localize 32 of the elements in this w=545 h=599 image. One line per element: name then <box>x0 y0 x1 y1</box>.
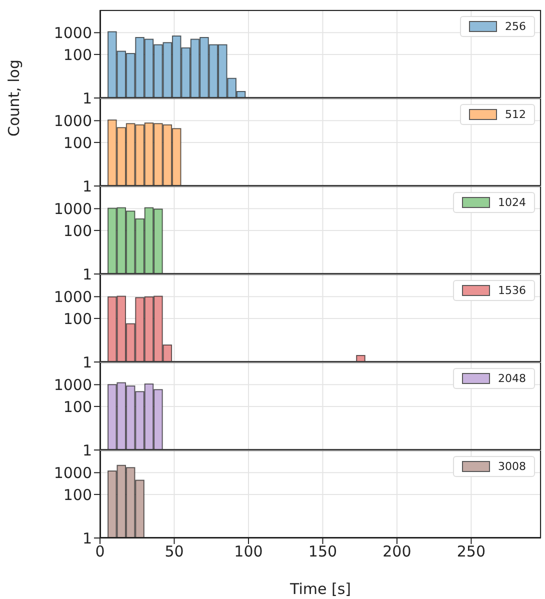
y-tick-label: 1000 <box>54 200 92 218</box>
y-tick-label: 1 <box>82 89 92 108</box>
y-axis-title: Count, log <box>5 60 23 136</box>
x-tick-label: 50 <box>164 542 184 561</box>
y-tick-label: 1 <box>82 441 92 460</box>
y-tick-label: 1000 <box>54 112 92 130</box>
legend-label: 1536 <box>498 284 526 297</box>
y-tick-label: 1 <box>82 177 92 196</box>
legend-label: 512 <box>505 108 526 121</box>
y-tick-label: 1000 <box>54 376 92 394</box>
y-tick-label: 1000 <box>54 24 92 42</box>
y-tick-label: 1 <box>82 353 92 372</box>
y-tick-label: 100 <box>63 134 92 152</box>
legend-label: 256 <box>505 20 526 33</box>
y-tick-label: 100 <box>63 486 92 504</box>
x-tick-label: 250 <box>456 542 486 561</box>
legend-label: 3008 <box>498 460 526 473</box>
x-tick-label: 0 <box>95 542 105 561</box>
y-tick-label: 1000 <box>54 288 92 306</box>
y-tick-label: 100 <box>63 398 92 416</box>
y-tick-label: 100 <box>63 310 92 328</box>
y-tick-label: 1 <box>82 529 92 548</box>
y-tick-label: 100 <box>63 46 92 64</box>
x-tick-label: 100 <box>234 542 263 561</box>
x-tick-label: 150 <box>308 542 338 561</box>
y-tick-label: 1 <box>82 265 92 284</box>
x-tick-label: 200 <box>382 542 412 561</box>
legend-label: 1024 <box>498 196 526 209</box>
y-tick-label: 1000 <box>54 464 92 482</box>
legend-label: 2048 <box>498 372 526 385</box>
x-axis-title: Time [s] <box>289 580 351 598</box>
y-tick-label: 100 <box>63 222 92 240</box>
